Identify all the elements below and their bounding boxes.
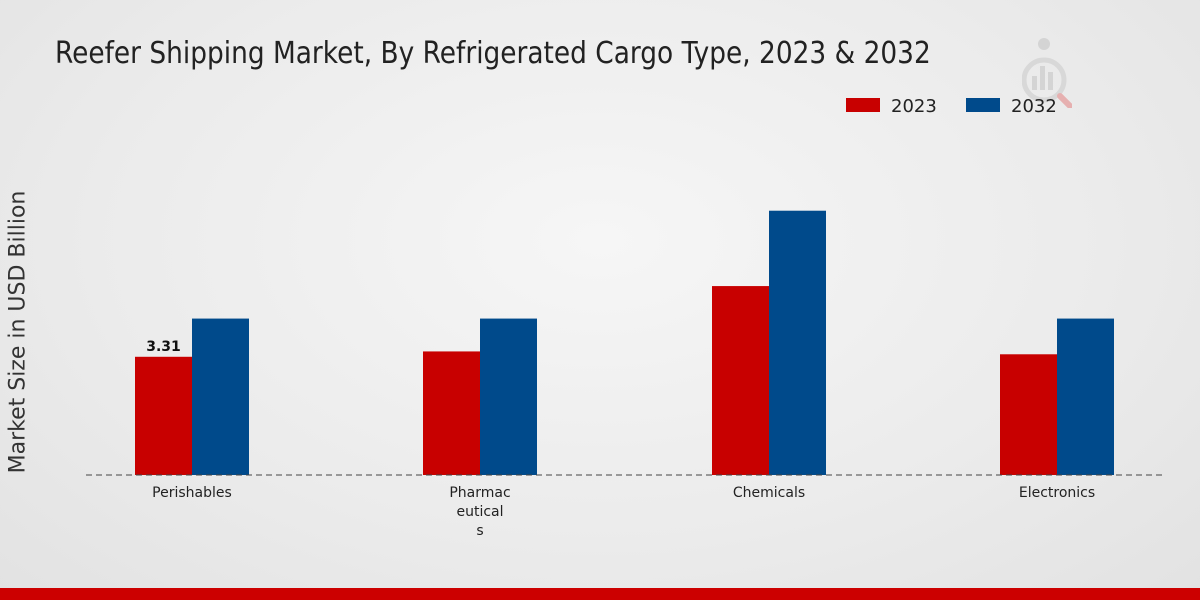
bar-2023-pharmaceuticals <box>423 351 480 475</box>
bar-2032-perishables <box>192 318 249 475</box>
bar-2023-perishables <box>135 356 192 475</box>
legend-label-2032: 2032 <box>1011 96 1057 117</box>
footer-bar <box>0 588 1200 600</box>
legend-label-2023: 2023 <box>891 96 937 117</box>
bar-2032-electronics <box>1057 318 1114 475</box>
chart-title: Reefer Shipping Market, By Refrigerated … <box>55 36 931 71</box>
x-tick-label: Electronics <box>1019 485 1095 501</box>
legend-swatch-2023 <box>846 98 880 112</box>
x-tick-label: Chemicals <box>733 485 805 501</box>
bar-2032-pharmaceuticals <box>480 318 537 475</box>
brand-watermark-icon <box>1021 36 1073 112</box>
x-tick-label: Pharmac eutical s <box>449 485 510 539</box>
x-tick-label: Perishables <box>152 485 232 501</box>
bar-2023-chemicals <box>712 286 769 475</box>
legend-swatch-2032 <box>966 98 1000 112</box>
bar-2032-chemicals <box>769 210 826 475</box>
data-label: 3.31 <box>146 339 181 355</box>
bar-2023-electronics <box>1000 354 1057 475</box>
